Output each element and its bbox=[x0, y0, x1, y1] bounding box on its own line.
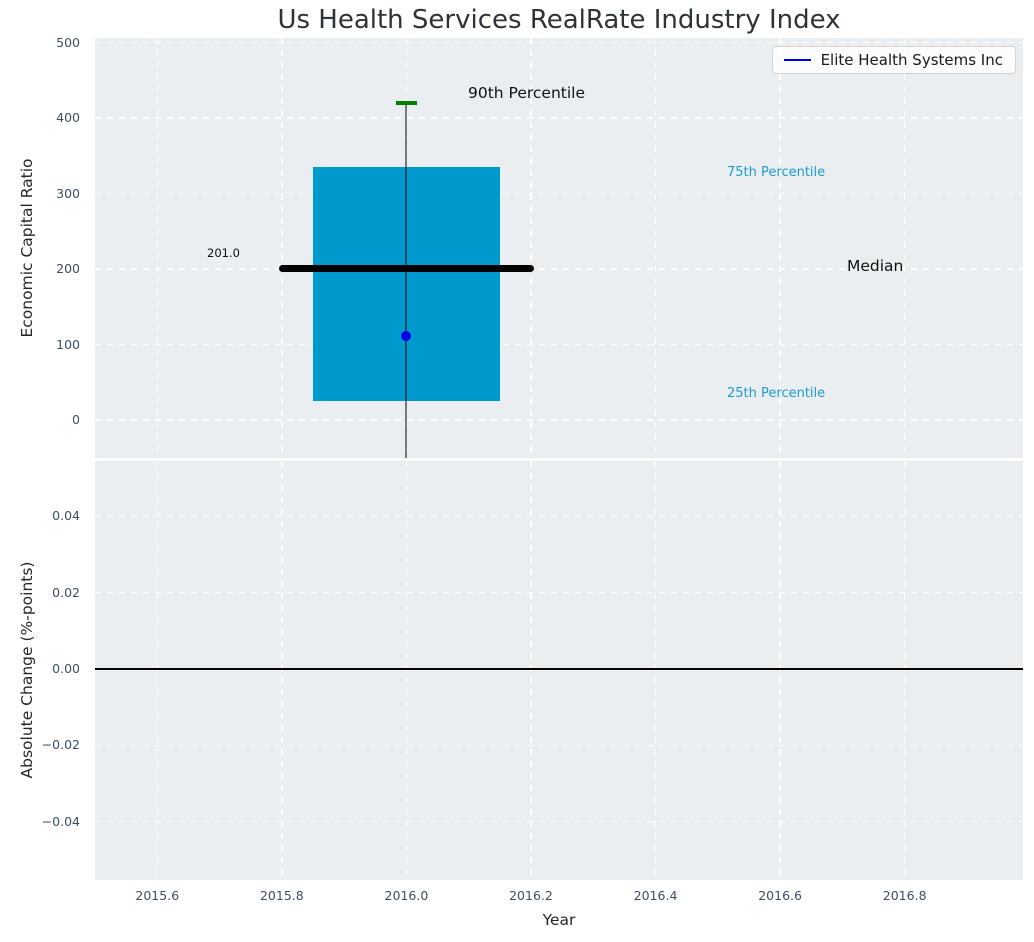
y-gridline bbox=[95, 515, 1023, 518]
x-tick-label: 2016.4 bbox=[633, 888, 678, 903]
x-gridline bbox=[903, 38, 906, 458]
y-tick-label: 0 bbox=[72, 412, 80, 428]
y-tick-label: 400 bbox=[56, 110, 80, 126]
zero-line bbox=[95, 667, 1023, 670]
y-gridline bbox=[95, 343, 1023, 346]
y-tick-label: 200 bbox=[56, 261, 80, 277]
x-tick-label: 2016.0 bbox=[384, 888, 429, 903]
y-gridline bbox=[95, 268, 1023, 270]
x-gridline bbox=[530, 38, 532, 458]
median-annotation: Median bbox=[847, 257, 904, 275]
y-gridline bbox=[95, 41, 1023, 44]
y-gridline bbox=[95, 419, 1023, 421]
x-gridline bbox=[281, 38, 283, 458]
y-tick-label: 0.02 bbox=[52, 584, 80, 600]
x-gridline bbox=[654, 461, 657, 880]
x-gridline bbox=[779, 38, 781, 458]
x-gridline bbox=[156, 461, 159, 880]
x-gridline bbox=[405, 461, 408, 880]
chart-title: Us Health Services RealRate Industry Ind… bbox=[277, 5, 841, 35]
y-tick-label: 0.04 bbox=[52, 508, 80, 524]
p25-annotation: 25th Percentile bbox=[727, 386, 826, 401]
y-gridline bbox=[95, 820, 1023, 823]
top-plot-area bbox=[95, 38, 1023, 458]
p75-annotation: 75th Percentile bbox=[727, 165, 826, 180]
y-gridline bbox=[95, 744, 1023, 747]
legend-label: Elite Health Systems Inc bbox=[820, 51, 1003, 69]
x-gridline bbox=[903, 461, 906, 880]
y-tick-label: 300 bbox=[56, 185, 80, 201]
y-tick-label: −0.02 bbox=[41, 737, 80, 753]
legend-line-sample-icon bbox=[783, 58, 811, 62]
y-tick-label: −0.04 bbox=[41, 813, 80, 829]
y-tick-label: 500 bbox=[56, 34, 80, 50]
x-gridline bbox=[281, 461, 283, 880]
legend: Elite Health Systems Inc bbox=[771, 46, 1016, 74]
y-tick-label: 100 bbox=[56, 336, 80, 352]
x-tick-label: 2015.8 bbox=[259, 888, 304, 903]
x-tick-label: 2016.2 bbox=[509, 888, 553, 903]
y-gridline bbox=[95, 591, 1023, 594]
p90-cap-line bbox=[395, 101, 417, 105]
median-line bbox=[278, 264, 535, 272]
x-gridline bbox=[530, 461, 532, 880]
y-gridline bbox=[95, 192, 1023, 195]
x-tick-label: 2016.6 bbox=[758, 888, 802, 903]
whisker-line bbox=[405, 102, 408, 458]
x-gridline bbox=[654, 38, 657, 458]
x-gridline bbox=[156, 38, 159, 458]
bottom-plot-area bbox=[95, 461, 1023, 880]
x-gridline bbox=[779, 461, 781, 880]
x-tick-label: 2016.8 bbox=[882, 888, 927, 903]
x-tick-label: 2015.6 bbox=[135, 888, 180, 903]
company-point bbox=[401, 330, 412, 341]
median-value-label: 201.0 bbox=[207, 246, 240, 260]
x-axis-label: Year bbox=[542, 911, 576, 929]
y-tick-label: 0.00 bbox=[52, 660, 80, 676]
p90-annotation: 90th Percentile bbox=[468, 84, 586, 102]
y-gridline bbox=[95, 117, 1023, 119]
